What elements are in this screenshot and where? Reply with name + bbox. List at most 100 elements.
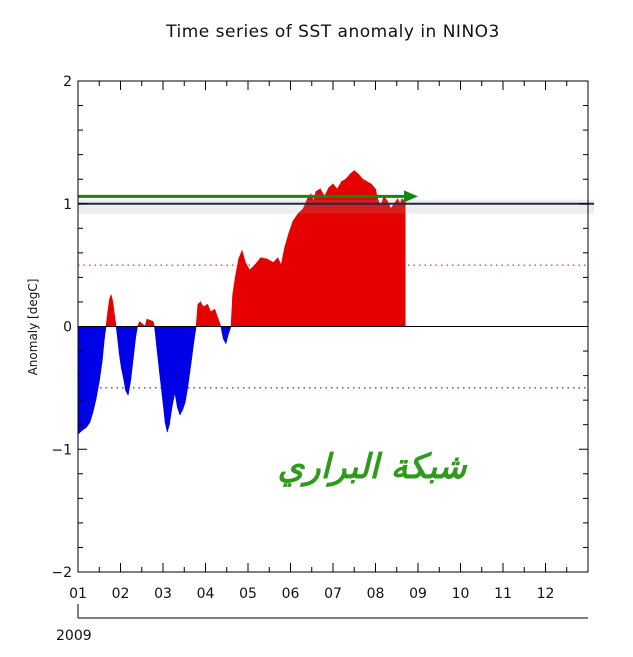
anomaly-positive-segment	[234, 258, 239, 327]
anomaly-positive-segment	[254, 256, 262, 327]
x-tick-label: 12	[537, 586, 555, 602]
anomaly-negative-segment	[127, 326, 131, 396]
y-tick-label: 2	[63, 74, 72, 90]
anomaly-negative-segment	[223, 326, 227, 344]
anomaly-negative-segment	[193, 326, 197, 344]
y-tick-label: −2	[51, 565, 72, 581]
anomaly-negative-segment	[179, 326, 183, 416]
anomaly-positive-segment	[401, 198, 406, 327]
anomaly-positive-segment	[203, 303, 208, 327]
anomaly-negative-segment	[118, 326, 122, 369]
anomaly-positive-segment	[260, 257, 268, 327]
anomaly-negative-segment	[159, 326, 164, 403]
anomaly-negative-segment	[130, 326, 134, 381]
anomaly-positive-segment	[146, 318, 151, 327]
anomaly-negative-segment	[162, 326, 166, 423]
anomaly-positive-segment	[277, 257, 282, 327]
anomaly-positive-segment	[380, 196, 385, 327]
anomaly-negative-segment	[220, 326, 224, 339]
anomaly-positive-segment	[397, 198, 401, 327]
anomaly-positive-segment	[200, 300, 204, 327]
anomaly-positive-segment	[307, 192, 312, 327]
anomaly-negative-segment	[190, 326, 194, 364]
anomaly-negative-segment	[101, 326, 105, 361]
anomaly-positive-segment	[297, 207, 304, 327]
anomaly-positive-segment	[387, 201, 392, 327]
anomaly-negative-segment	[86, 326, 91, 429]
x-tick-label: 02	[112, 586, 130, 602]
anomaly-negative-segment	[228, 326, 232, 334]
x-tick-label: 07	[324, 586, 342, 602]
anomaly-positive-segment	[112, 301, 116, 327]
x-tick-label: 08	[367, 586, 385, 602]
anomaly-positive-segment	[210, 308, 216, 327]
anomaly-positive-segment	[377, 198, 381, 327]
anomaly-negative-segment	[172, 326, 176, 406]
x-tick-label: 05	[239, 586, 257, 602]
anomaly-positive-segment	[280, 247, 285, 327]
anomaly-negative-segment	[156, 326, 160, 374]
anomaly-negative-segment	[135, 326, 138, 337]
x-tick-label: 04	[197, 586, 215, 602]
chart-title: Time series of SST anomaly in NINO3	[165, 22, 500, 42]
anomaly-positive-segment	[266, 258, 274, 327]
anomaly-negative-segment	[125, 326, 129, 396]
anomaly-negative-segment	[98, 326, 103, 382]
anomaly-negative-segment	[225, 326, 229, 344]
anomaly-positive-segment	[353, 169, 359, 327]
y-tick-label: 1	[63, 197, 72, 213]
anomaly-positive-segment	[310, 193, 314, 327]
anomaly-negative-segment	[104, 326, 107, 339]
anomaly-negative-segment	[177, 326, 181, 415]
anomaly-positive-segment	[214, 309, 219, 327]
x-tick-label: 01	[69, 586, 87, 602]
y-tick-label: −1	[51, 442, 72, 458]
arrow-head	[404, 190, 418, 203]
anomaly-positive-segment	[139, 320, 143, 327]
anomaly-positive-segment	[288, 220, 294, 327]
x-tick-label: 10	[452, 586, 470, 602]
anomaly-positive-segment	[207, 304, 211, 327]
anomaly-negative-segment	[182, 326, 186, 411]
x-tick-label: 06	[282, 586, 300, 602]
watermark-text: شبكة البراري	[278, 447, 468, 487]
anomaly-positive-segment	[137, 321, 140, 327]
anomaly-positive-segment	[115, 321, 117, 327]
anomaly-negative-segment	[169, 326, 173, 425]
anomaly-positive-segment	[232, 277, 236, 327]
anomaly-negative-segment	[166, 326, 170, 433]
anomaly-positive-segment	[245, 261, 250, 327]
anomaly-positive-segment	[292, 212, 299, 327]
anomaly-positive-segment	[284, 233, 290, 327]
anomaly-positive-segment	[349, 169, 355, 327]
reference-line-shadow	[78, 199, 594, 214]
anomaly-negative-segment	[132, 326, 137, 359]
area-layer	[77, 169, 406, 436]
anomaly-negative-segment	[79, 326, 84, 433]
anomaly-negative-segment	[184, 326, 188, 403]
anomaly-positive-segment	[273, 256, 279, 327]
anomaly-negative-segment	[164, 326, 168, 433]
anomaly-positive-segment	[149, 319, 154, 327]
anomaly-positive-segment	[217, 319, 222, 327]
anomaly-positive-segment	[249, 264, 256, 327]
anomaly-negative-segment	[89, 326, 94, 423]
x-tick-label: 11	[494, 586, 512, 602]
anomaly-positive-segment	[241, 250, 246, 327]
anomaly-positive-segment	[197, 301, 201, 327]
x-tick-label: 03	[154, 586, 172, 602]
line-layer	[78, 190, 594, 389]
axes-layer	[77, 80, 589, 619]
anomaly-negative-segment	[174, 326, 178, 408]
anomaly-negative-segment	[95, 326, 100, 401]
anomaly-positive-segment	[152, 321, 155, 327]
anomaly-positive-segment	[238, 250, 243, 327]
anomaly-positive-segment	[393, 197, 398, 327]
anomaly-negative-segment	[121, 326, 124, 379]
anomaly-negative-segment	[123, 326, 126, 391]
anomaly-negative-segment	[187, 326, 192, 388]
anomaly-positive-segment	[302, 198, 308, 327]
anomaly-positive-segment	[383, 195, 388, 327]
